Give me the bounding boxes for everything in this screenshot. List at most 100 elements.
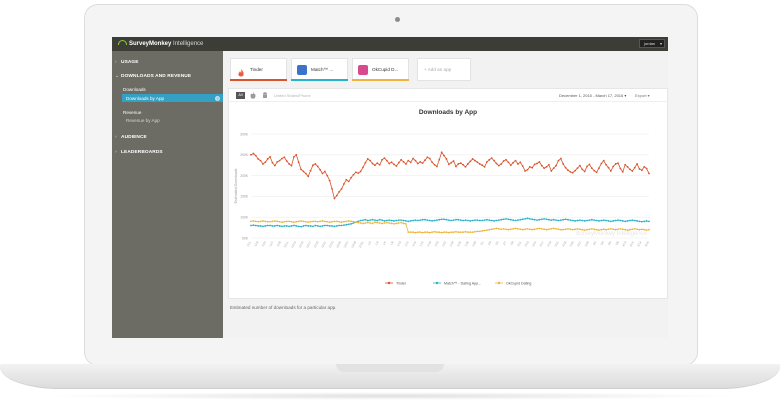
data-point (333, 197, 336, 200)
nav-item-revenue-by-app[interactable]: Revenue by App (126, 118, 160, 123)
data-point (481, 219, 484, 222)
x-tick-label: 12/9 (276, 240, 282, 247)
data-point (302, 225, 305, 227)
data-point (450, 161, 453, 164)
data-point (605, 219, 607, 222)
data-point (445, 218, 448, 221)
data-point (455, 230, 457, 233)
nav-usage[interactable]: › USAGE (115, 60, 139, 65)
data-point (335, 194, 338, 197)
brand-product: Intelligence (171, 41, 204, 47)
app-card-okcupid[interactable]: OkCupid D... (352, 58, 409, 81)
add-app-button[interactable]: + Add an app (417, 58, 471, 81)
data-point (376, 162, 379, 165)
data-point (262, 225, 264, 228)
data-point (617, 228, 619, 231)
data-point (266, 158, 269, 160)
data-point (376, 221, 379, 224)
data-point (293, 155, 295, 158)
x-tick-label: 1/8 (389, 240, 395, 246)
data-point (626, 229, 629, 231)
data-point (364, 218, 367, 221)
data-point (500, 228, 503, 231)
data-point (540, 227, 543, 230)
sidebar: › USAGE ⌄ DOWNLOADS AND REVENUE Downloads … (112, 51, 223, 338)
android-icon[interactable] (262, 92, 268, 102)
legend-label: Tinder (396, 281, 407, 285)
data-point (512, 219, 515, 222)
data-point (578, 219, 581, 222)
data-point (321, 225, 324, 227)
add-app-label: + Add an app (424, 67, 452, 72)
data-point (323, 224, 326, 227)
platform-all-button[interactable]: All (236, 92, 245, 99)
data-point (369, 219, 372, 222)
data-point (459, 219, 462, 222)
y-tick-label: 50K (242, 236, 249, 240)
data-point (497, 227, 500, 230)
data-point (374, 164, 376, 167)
data-point (576, 219, 579, 222)
data-point (612, 165, 615, 168)
data-point (607, 220, 610, 222)
data-point (550, 227, 553, 230)
data-point (633, 219, 636, 222)
x-tick-label: 1/18 (426, 240, 432, 247)
data-point (357, 220, 360, 223)
data-point (557, 228, 560, 231)
data-point (548, 228, 550, 231)
data-point (281, 221, 283, 224)
data-point (374, 221, 376, 224)
data-point (433, 230, 436, 233)
data-point (490, 157, 493, 160)
nav-downloads-and-revenue[interactable]: ⌄ DOWNLOADS AND REVENUE (115, 74, 191, 79)
export-dropdown[interactable]: Export ▾ (635, 93, 650, 98)
data-point (469, 160, 472, 163)
data-point (481, 164, 484, 167)
user-menu-dropdown[interactable]: jordan ▾ (639, 39, 665, 48)
nav-item-downloads-by-app[interactable]: Downloads by App ? (122, 94, 223, 102)
data-point (640, 220, 643, 223)
data-point (590, 218, 593, 221)
data-point (383, 222, 386, 224)
data-point (457, 163, 460, 165)
nav-leaderboards[interactable]: › LEADERBOARDS (115, 150, 163, 155)
data-point (295, 153, 298, 156)
data-point (374, 219, 376, 222)
data-point (633, 166, 636, 169)
data-point (624, 163, 627, 166)
data-point (488, 219, 491, 222)
data-point (316, 225, 319, 227)
data-point (352, 220, 355, 223)
country-selector[interactable]: United States/Phone (274, 93, 311, 98)
data-point (259, 159, 262, 162)
data-point (595, 219, 598, 222)
data-point (426, 219, 429, 222)
data-point (514, 227, 517, 230)
data-point (326, 174, 329, 177)
data-point (266, 220, 269, 223)
data-point (328, 221, 331, 224)
data-point (457, 231, 460, 234)
data-point (293, 224, 295, 227)
app-name: Tinder (250, 67, 263, 72)
data-point (347, 220, 350, 222)
data-point (486, 229, 488, 231)
data-point (393, 163, 395, 166)
apple-icon[interactable] (250, 92, 256, 102)
data-point (574, 228, 577, 231)
data-point (385, 219, 388, 222)
help-icon[interactable]: ? (215, 95, 220, 101)
date-range-picker[interactable]: December 1, 2015 - March 17, 2016 ▾ (559, 93, 627, 98)
data-point (583, 220, 586, 222)
nav-audience[interactable]: › AUDIENCE (115, 135, 147, 140)
data-point (273, 225, 276, 227)
app-card-tinder[interactable]: Tinder (230, 58, 287, 81)
y-axis-label: Estimated Downloads (234, 168, 238, 203)
data-point (483, 219, 486, 222)
data-point (293, 221, 295, 224)
app-card-match[interactable]: Match™ ... (291, 58, 348, 81)
x-tick-label: 2/19 (546, 240, 552, 247)
brand-logo[interactable]: SurveyMonkey Intelligence (118, 40, 203, 47)
data-point (340, 188, 343, 190)
